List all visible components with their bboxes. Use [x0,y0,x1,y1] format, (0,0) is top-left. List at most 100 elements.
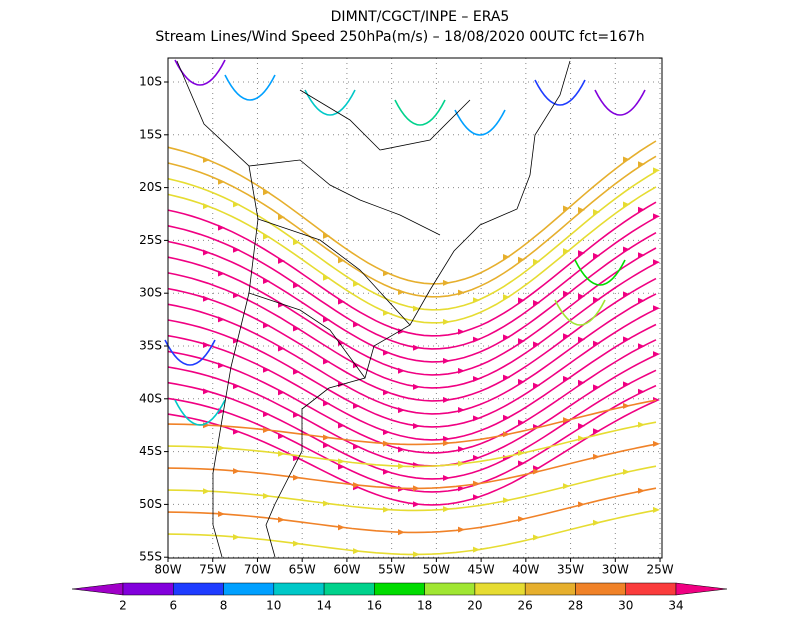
lat-label: 25S [139,233,162,247]
arrow [383,440,390,447]
arrow [263,277,270,284]
arrow [383,389,390,396]
arrow [593,428,600,435]
arrow [638,388,645,395]
lat-label: 15S [139,127,162,141]
arrow [578,206,585,213]
lat-label: 10S [139,75,162,89]
arrow [623,381,630,388]
arrow [458,407,465,414]
arrow [233,292,240,299]
colorbar-box [323,582,375,596]
lat-label: 45S [139,444,162,458]
lat-label: 35S [139,339,162,353]
arrow [653,440,660,447]
streamline [167,216,657,350]
streamline [594,89,646,116]
arrow [473,454,480,461]
arrow [458,460,465,467]
arrow [623,201,630,208]
streamline [167,155,657,298]
streamline [224,74,276,101]
arrow [263,233,270,240]
arrow [233,468,240,475]
arrow [473,546,480,553]
border [248,89,471,379]
streamline [167,369,657,480]
arrow [578,379,585,386]
arrow [653,213,660,220]
colorbar-box [474,582,526,596]
arrow [383,349,390,356]
arrow [653,259,660,266]
colorbar-label: 2 [119,599,127,613]
arrow [413,501,420,508]
arrow [323,232,330,239]
arrow [593,453,600,460]
arrow [593,340,600,347]
arrow [533,468,540,475]
arrow [278,516,285,523]
arrow [353,443,360,450]
arrow [413,422,420,429]
arrow [623,336,630,343]
arrow [293,282,300,289]
arrow [323,500,330,507]
lon-label: 60W [333,563,360,577]
arrow [563,290,570,297]
arrow [293,474,300,481]
arrow [323,358,330,365]
arrow [563,417,570,424]
map-frame [167,57,663,559]
arrow [473,376,480,383]
arrow [383,468,390,475]
arrow [533,258,540,265]
arrow [653,506,660,513]
colorbar-box [273,582,325,596]
streamline [167,339,657,454]
arrow [653,351,660,358]
arrow [623,468,630,475]
arrow [263,322,270,329]
arrow [473,480,480,487]
streamline [167,140,657,285]
colorbar-label: 28 [568,599,583,613]
streamline [394,99,446,126]
lat-label: 50S [139,497,162,511]
arrow [398,367,405,374]
streamline [167,323,657,441]
arrow [593,384,600,391]
streamline [164,339,216,366]
arrow [278,214,285,221]
arrow [233,534,240,541]
colorbar-box [374,582,425,596]
arrow [563,333,570,340]
arrow [278,450,285,457]
streamline [304,89,356,116]
arrow [533,534,540,541]
arrow [458,485,465,492]
streamline [167,247,657,376]
arrow [578,293,585,300]
arrow [218,178,225,185]
arrow [353,321,360,328]
lon-label: 25W [646,563,673,577]
lon-label: 50W [423,563,450,577]
arrow [638,161,645,168]
arrow [533,341,540,348]
arrow [593,296,600,303]
arrow [503,431,510,438]
arrow [473,297,480,304]
colorbar-end [71,582,124,596]
streamline [167,443,657,490]
arrow [203,295,210,302]
arrow [323,400,330,407]
arrow [398,407,405,414]
arrow [518,256,525,263]
streamline [167,170,657,311]
colorbar-label: 20 [467,599,482,613]
arrow [233,383,240,390]
title-line: Stream Lines/Wind Speed 250hPa(m/s) – 18… [155,29,644,45]
arrow [218,316,225,323]
arrow [233,428,240,435]
